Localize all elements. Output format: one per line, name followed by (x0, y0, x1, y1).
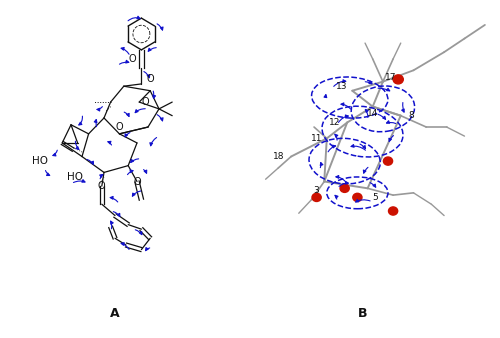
Text: 8: 8 (408, 111, 414, 120)
Text: 14: 14 (367, 109, 378, 118)
Text: HO: HO (32, 156, 48, 166)
Text: 3: 3 (314, 186, 320, 195)
Text: 11: 11 (311, 134, 322, 143)
Circle shape (393, 75, 404, 84)
Circle shape (353, 193, 362, 201)
Text: O: O (133, 176, 141, 187)
Text: O: O (129, 54, 136, 64)
Text: O: O (98, 181, 106, 191)
Text: 18: 18 (272, 152, 284, 161)
Text: 13: 13 (336, 82, 348, 91)
Text: A: A (110, 307, 120, 320)
Circle shape (384, 157, 392, 165)
Text: HO: HO (68, 172, 84, 182)
Text: 12: 12 (329, 118, 340, 127)
Circle shape (312, 193, 321, 201)
Text: B: B (358, 307, 367, 320)
Text: 17: 17 (385, 73, 396, 81)
Circle shape (388, 207, 398, 215)
Text: O: O (116, 122, 123, 132)
Text: 5: 5 (372, 193, 378, 202)
Circle shape (340, 184, 349, 192)
Text: O: O (142, 97, 150, 107)
Text: O: O (146, 74, 154, 84)
